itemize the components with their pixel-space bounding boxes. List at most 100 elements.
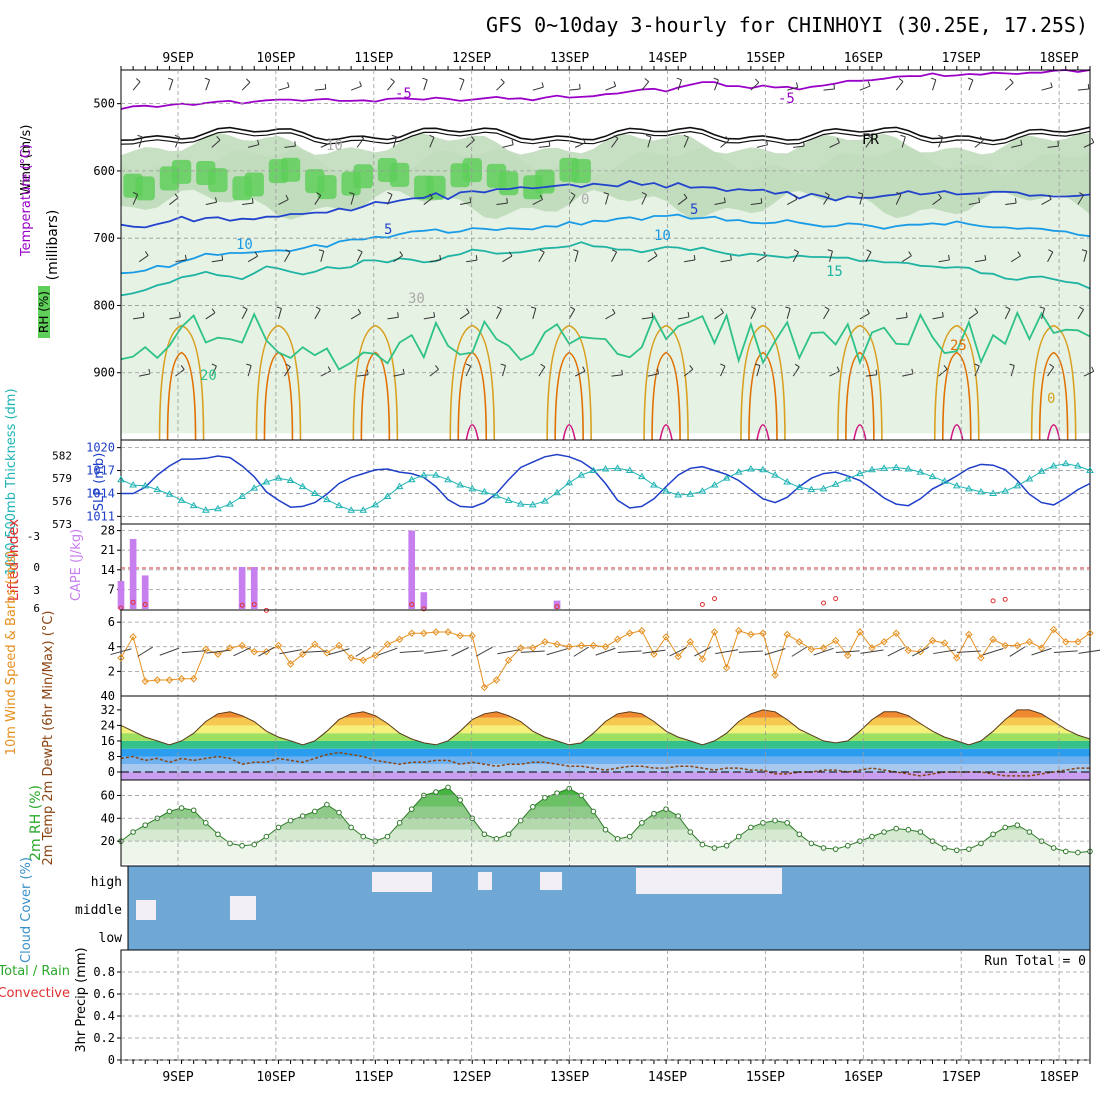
lifted-index-point (142, 602, 148, 607)
wind-barb (540, 363, 546, 368)
thickness-marker (807, 485, 816, 493)
wind-barb (813, 647, 834, 656)
thickness-marker (129, 481, 137, 488)
thickness-marker (407, 475, 416, 483)
wind-barb (764, 648, 786, 656)
wind-barb (979, 136, 984, 141)
wind-barb (641, 194, 647, 205)
wind-barb (875, 369, 878, 375)
wind-barb (175, 259, 187, 263)
temperature-band (121, 740, 1090, 749)
rh-marker (639, 820, 645, 826)
wind-barb (460, 201, 472, 206)
wind-barb (683, 134, 689, 138)
thickness-marker (662, 487, 670, 494)
wind-barb (823, 88, 835, 91)
wind-barb (1004, 82, 1014, 91)
wind-barb (1077, 309, 1085, 320)
wind-barb (611, 374, 623, 377)
tick-label: 500 (93, 97, 115, 111)
wind-speed-marker (795, 638, 804, 646)
thickness-marker (262, 478, 271, 485)
rh-marker (433, 789, 439, 795)
tick-label: 800 (93, 298, 115, 312)
wind-barb (948, 254, 950, 261)
wind-barb (684, 259, 696, 263)
wind-barb (327, 366, 331, 372)
wind-barb (320, 142, 332, 148)
wind-barb (641, 316, 653, 320)
wind-barb (1048, 249, 1054, 253)
wind-barb (424, 649, 448, 654)
thickness-marker (335, 501, 343, 509)
wind-barb (720, 365, 726, 377)
tick-label: -3 (27, 530, 40, 543)
wind-barb (750, 202, 762, 206)
wind-barb (824, 192, 830, 196)
wind-barb (241, 308, 248, 320)
wind-barb (502, 255, 513, 263)
wind-barb (857, 192, 863, 195)
wind-barb (1079, 192, 1084, 196)
temperature-contour-35 (1046, 424, 1061, 441)
wind-speed-marker (1086, 629, 1094, 637)
tick-label: 0 (108, 1053, 115, 1067)
tick-label: 0.6 (93, 987, 115, 1001)
thickness-marker (1074, 461, 1082, 469)
wind-barb (750, 82, 760, 91)
thickness-marker (1037, 467, 1046, 474)
wind-barb (896, 316, 908, 320)
temperature-contour-25 (748, 351, 778, 441)
wind-barb (827, 249, 833, 252)
wind-barb (287, 82, 290, 88)
wind-barb (180, 365, 185, 370)
date-label: 11SEP (354, 1070, 393, 1085)
thickness-marker (553, 488, 561, 496)
wind-barb (573, 646, 590, 657)
wind-barb (605, 85, 616, 91)
wind-speed-marker (323, 649, 331, 657)
lifted-index-point (833, 596, 839, 602)
wind-barb (895, 194, 902, 205)
contour-label: 0 (1047, 391, 1055, 407)
wind-barb (278, 199, 289, 205)
wind-barb (908, 251, 912, 257)
legend-total-rain: Total / Rain (0, 964, 70, 979)
temperature-contour-35 (659, 424, 673, 441)
wind-barb (276, 306, 282, 309)
wind-barb (532, 198, 543, 205)
tick-label: 16 (101, 734, 115, 748)
wind-barb (475, 255, 478, 261)
wind-barb (284, 251, 291, 262)
wind-speed-marker (856, 628, 864, 636)
rh-marker (723, 842, 730, 849)
date-label: 18SEP (1040, 1070, 1079, 1085)
cloud-clear-patch (372, 872, 432, 892)
wind-speed-marker (444, 628, 452, 636)
tick-label: 0 (108, 765, 115, 779)
wind-speed-marker (844, 651, 852, 660)
wind-barb (429, 259, 441, 263)
wind-barb (169, 197, 179, 205)
wind-barb (967, 77, 974, 81)
temperature-band (121, 748, 1090, 757)
date-label: 13SEP (550, 1070, 589, 1085)
thickness-line (120, 463, 1091, 511)
wind-barb (751, 306, 756, 310)
rh-marker (711, 845, 718, 851)
wind-barb (294, 141, 296, 147)
wind-barb (974, 308, 979, 313)
temperature-contour-25 (651, 351, 681, 441)
tick-label: 582 (52, 449, 72, 462)
cloud-clear-patch (636, 868, 782, 894)
wind-barb (1009, 78, 1014, 83)
wind-barb (530, 306, 536, 309)
wind-barb (795, 82, 799, 88)
axis-title: SLP (mb) (92, 453, 107, 512)
tick-label: 20 (101, 834, 115, 848)
wind-barb (938, 134, 944, 138)
cape-lifted-index-panel: 28 21 14 7 -3 0 3 6 Lifted Index CAPE (J/kg) (6, 519, 1091, 615)
wind-barb (247, 365, 252, 377)
rh-marker (1062, 848, 1069, 855)
thickness-marker (165, 490, 174, 497)
